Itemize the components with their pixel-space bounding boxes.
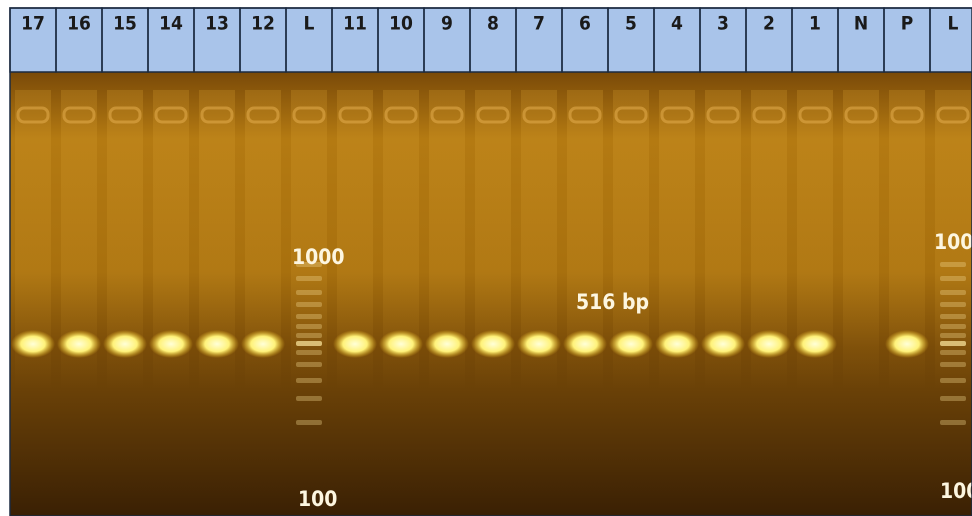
lane-label: 1 [809,13,821,35]
lane-label: P [901,13,914,35]
dna-band [609,330,653,358]
band-size-label: 516 bp [576,290,649,314]
lane-label: 13 [205,13,229,35]
lane-smear [291,90,327,390]
well [108,106,142,124]
lane-smear [843,90,879,390]
lane-label: 10 [389,13,413,35]
ladder-band [940,333,966,338]
lane-label: 14 [159,13,183,35]
ladder-band [940,396,966,401]
dna-band [195,330,239,358]
ladder-band [940,262,966,267]
well [798,106,832,124]
ladder-band [940,290,966,295]
ladder-band [296,341,322,346]
header-strip [10,8,972,72]
lane-label: L [304,13,315,35]
dna-band [57,330,101,358]
lane-label: 8 [487,13,499,35]
ladder-band [940,302,966,307]
ladder-band [940,362,966,367]
dna-band [885,330,929,358]
ladder-band [940,420,966,425]
ladder-label: 100 [298,487,337,511]
dna-band [333,330,377,358]
dna-band [655,330,699,358]
ladder-label: 1000 [292,245,345,269]
dna-band [793,330,837,358]
well [476,106,510,124]
lane-label: 3 [717,13,729,35]
dna-band [149,330,193,358]
well [936,106,970,124]
ladder-band [940,350,966,355]
well [16,106,50,124]
well [522,106,556,124]
lane-label: 15 [113,13,137,35]
ladder-band [296,276,322,281]
well [384,106,418,124]
lane-label: 12 [251,13,275,35]
lane-label: 2 [763,13,775,35]
well [568,106,602,124]
lane-label: 6 [579,13,591,35]
gel-border [9,7,972,516]
well [614,106,648,124]
well [890,106,924,124]
ladder-band [296,396,322,401]
ladder-label: 1000 [934,230,972,254]
well [200,106,234,124]
ladder-band [940,276,966,281]
ladder-band [296,350,322,355]
well [154,106,188,124]
lane-label: 11 [343,13,367,35]
lane-label: 7 [533,13,545,35]
ladder-band [296,378,322,383]
dna-band [241,330,285,358]
dna-band [11,330,55,358]
lane-label: 9 [441,13,453,35]
dna-band [471,330,515,358]
lanes: 17 16 15 14 13 12 L 11 10 9 8 7 6 5 4 3 2 1 N P L [9,7,972,425]
ladder-band [296,420,322,425]
ladder-band [940,314,966,319]
ladder-band [296,314,322,319]
ladder-band [296,333,322,338]
well [246,106,280,124]
well [660,106,694,124]
dna-band [563,330,607,358]
well [706,106,740,124]
dna-band [701,330,745,358]
dna-band [747,330,791,358]
well [430,106,464,124]
dna-band [425,330,469,358]
ladder-band [940,378,966,383]
dna-band [103,330,147,358]
ladder-band [296,324,322,329]
dna-band [517,330,561,358]
well [292,106,326,124]
lane-label: 17 [21,13,45,35]
lane-label: L [948,13,959,35]
ladder-band [296,302,322,307]
dna-band [379,330,423,358]
lane-label: 16 [67,13,91,35]
well [844,106,878,124]
lane-label: 5 [625,13,637,35]
ladder-band [940,341,966,346]
ladder-band [296,362,322,367]
ladder-band [296,290,322,295]
ladder-label: 100 [940,479,972,503]
lane-smear [935,90,971,390]
ladder-band [296,262,322,267]
well [62,106,96,124]
well [752,106,786,124]
well [338,106,372,124]
lane-label: N [854,13,868,35]
lane-label: 4 [671,13,683,35]
ladder-band [940,324,966,329]
